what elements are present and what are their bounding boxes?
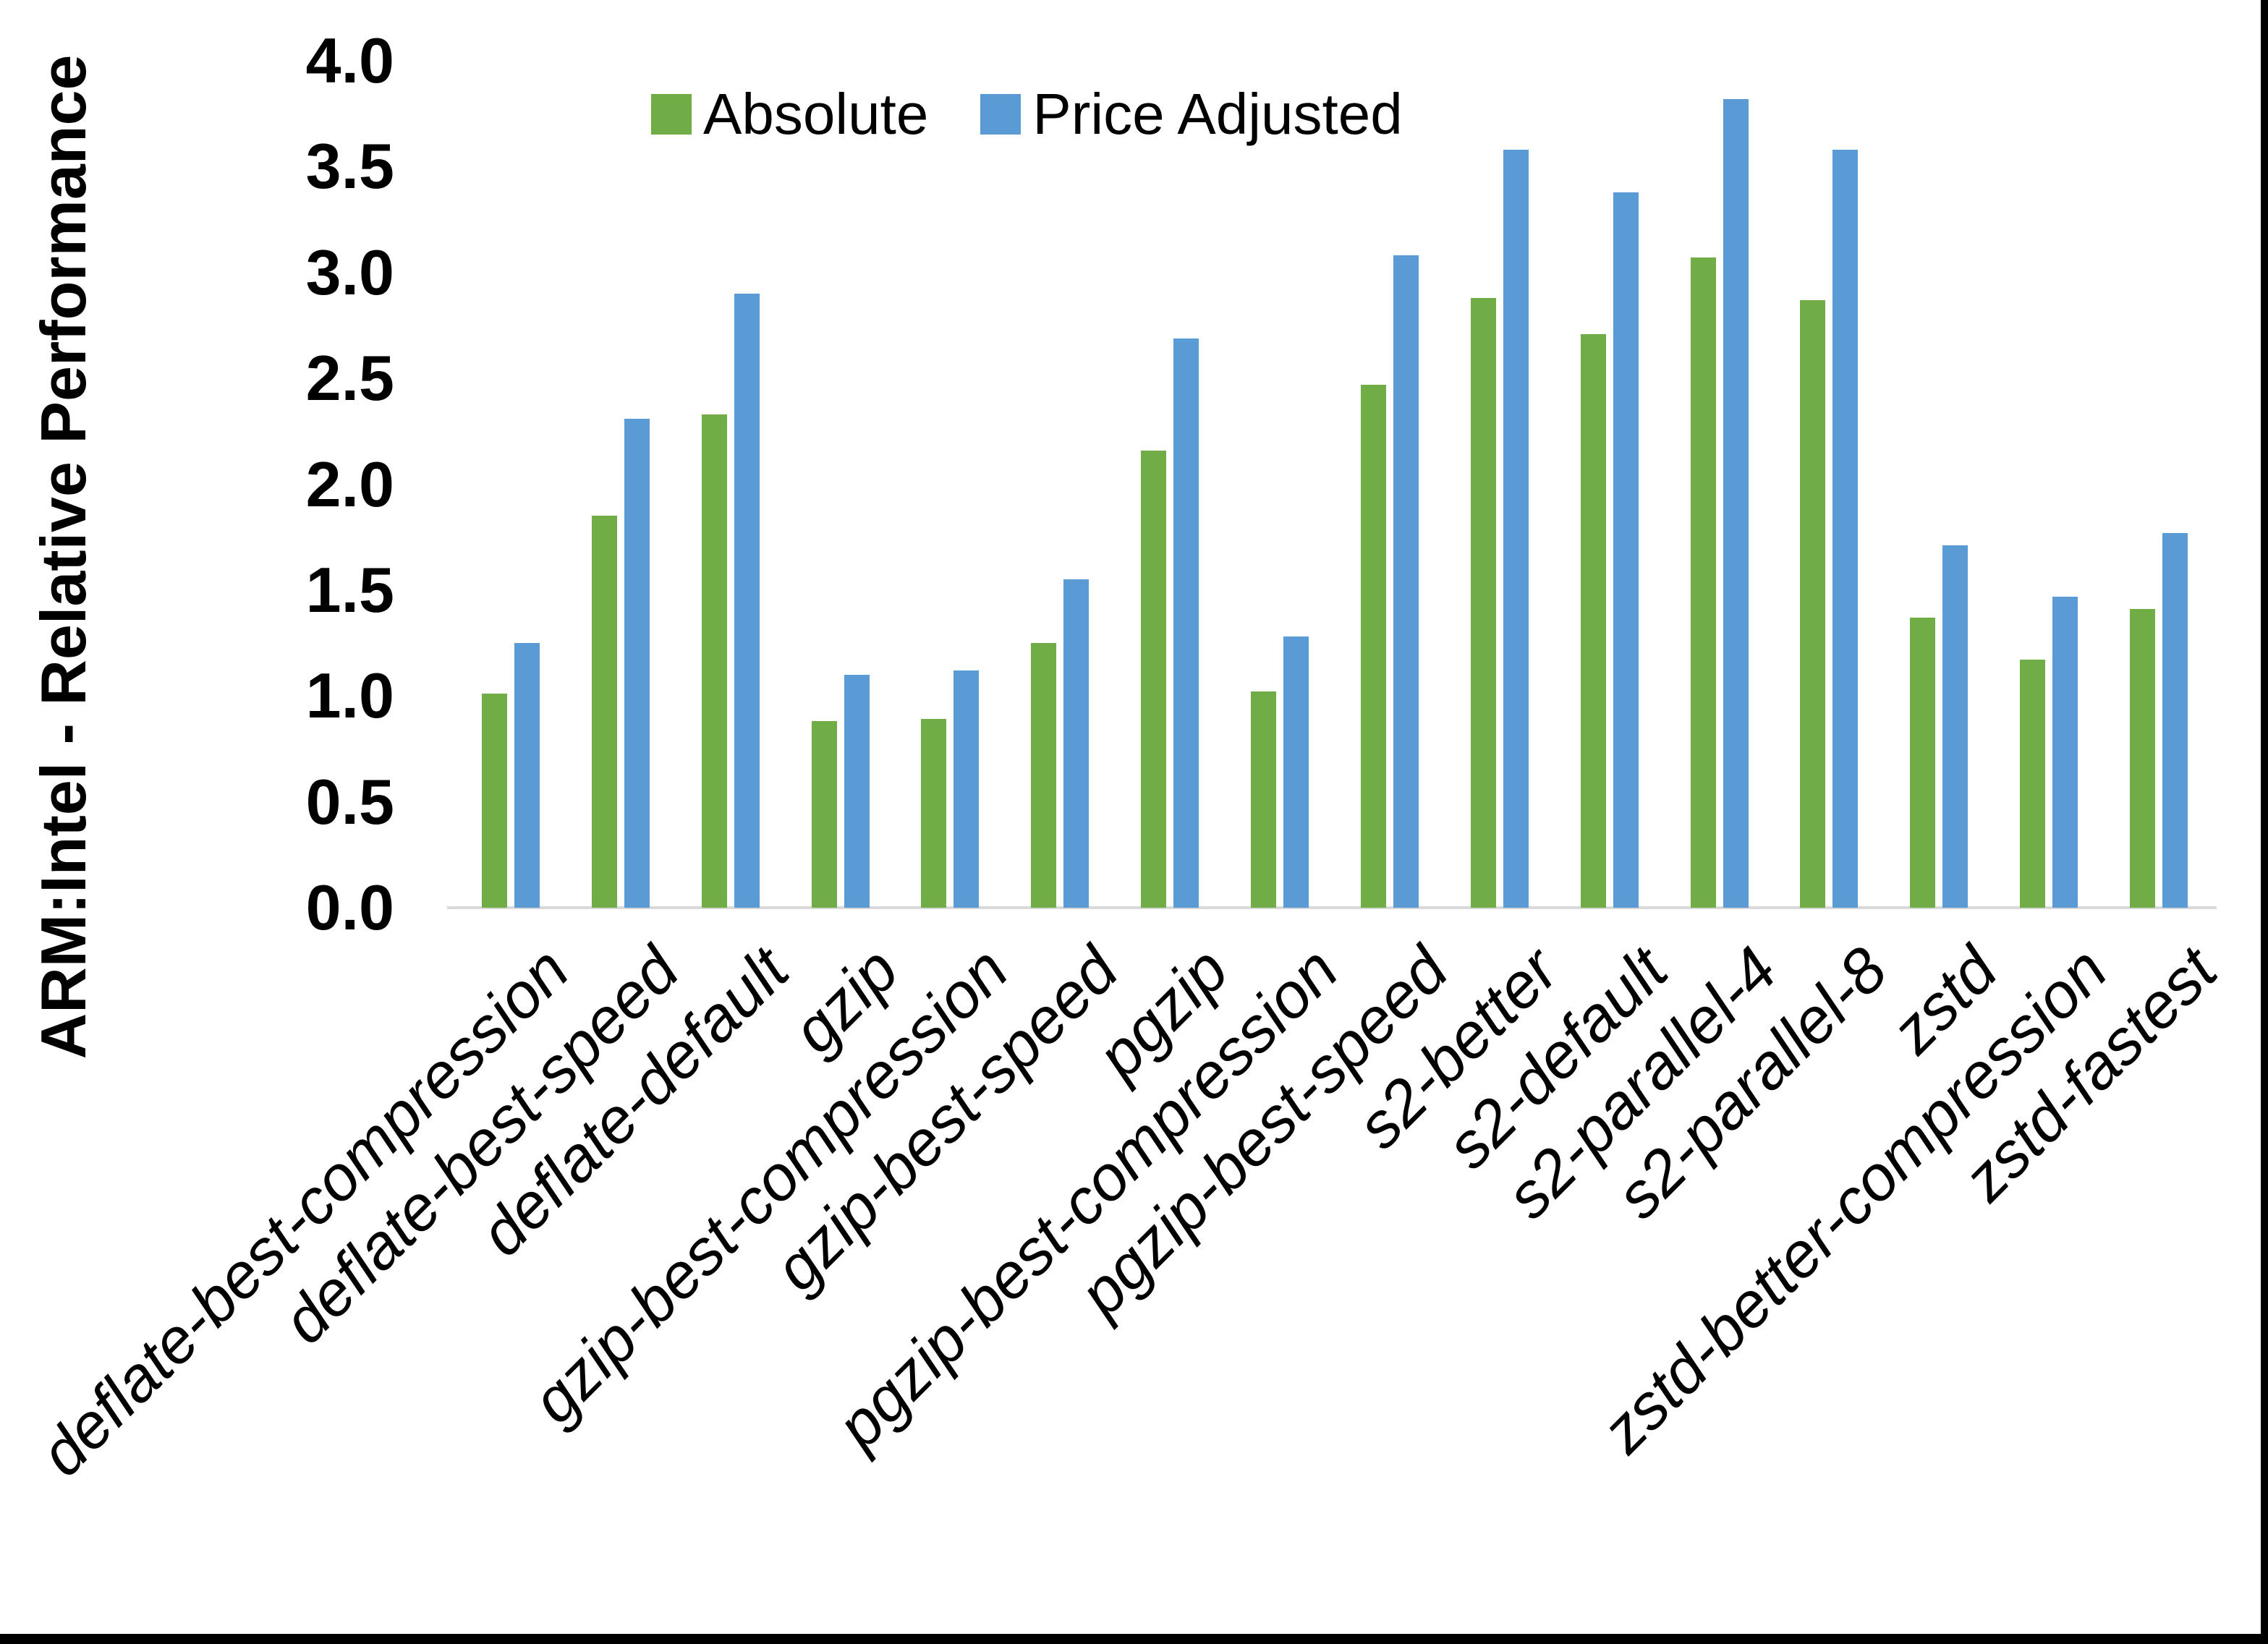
category-group [2104,61,2214,908]
bar-price-adjusted [734,294,760,908]
bar-absolute [1470,297,1496,908]
bar-absolute [701,414,727,908]
bar-absolute [1910,617,1936,908]
screenshot-right-border [2261,0,2268,1644]
bar-price-adjusted [1173,338,1199,908]
bar-price-adjusted [2052,596,2078,908]
bar-price-adjusted [514,643,540,908]
bar-price-adjusted [624,418,650,908]
category-group [896,61,1006,908]
legend-swatch-icon [980,94,1022,135]
y-tick-label: 4.0 [305,25,394,96]
category-group [1335,61,1445,908]
bar-price-adjusted [844,674,870,908]
bar-price-adjusted [954,670,980,908]
bar-absolute [1141,450,1167,908]
legend-swatch-icon [651,94,692,135]
bar-absolute [2130,609,2156,908]
category-group [1555,61,1665,908]
screenshot-bottom-border [0,1634,2268,1644]
y-tick-label: 0.0 [305,872,394,943]
bar-absolute [2020,660,2046,908]
bar-absolute [1031,643,1057,908]
bar-absolute [1251,691,1277,908]
bar-price-adjusted [1393,255,1419,908]
category-group [1775,61,1885,908]
bar-price-adjusted [2162,532,2188,908]
category-group [1665,61,1775,908]
y-axis-title: ARM:Intel - Relative Performance [27,54,99,1060]
legend-label: Absolute [703,82,929,146]
bar-price-adjusted [1723,98,1749,908]
category-group [1445,61,1555,908]
y-tick-label: 3.0 [305,236,394,308]
bar-price-adjusted [1942,545,1968,908]
bar-absolute [1800,299,1826,908]
y-tick-label: 3.5 [305,130,394,203]
category-group [456,61,566,908]
category-group [1115,61,1225,908]
y-tick-label: 2.5 [305,342,394,414]
y-tick-label: 2.0 [305,448,394,520]
bar-price-adjusted [1063,579,1090,908]
category-group [676,61,786,908]
y-tick-label: 1.0 [305,660,394,732]
bar-absolute [811,721,837,908]
bar-price-adjusted [1503,149,1529,908]
bar-absolute [1690,257,1716,908]
bar-price-adjusted [1832,149,1859,908]
bar-price-adjusted [1613,192,1639,908]
category-group [786,61,896,908]
legend-entry: Absolute [651,81,928,148]
bar-absolute [921,719,947,908]
category-group [1005,61,1115,908]
x-axis-line [447,906,2217,909]
y-tick-label: 1.5 [305,553,394,626]
legend: Absolute Price Adjusted [651,82,1403,146]
bar-price-adjusted [1283,636,1309,908]
category-group [1225,61,1335,908]
category-group [1884,61,1994,908]
plot-area [456,61,2214,908]
bar-absolute [1360,384,1386,908]
bar-absolute [1580,333,1606,908]
legend-entry: Price Adjusted [980,81,1403,148]
bar-absolute [481,694,507,908]
legend-label: Price Adjusted [1032,82,1403,146]
category-group [566,61,676,908]
category-group [1994,61,2104,908]
y-tick-label: 0.5 [305,765,394,838]
bar-absolute [591,516,617,908]
